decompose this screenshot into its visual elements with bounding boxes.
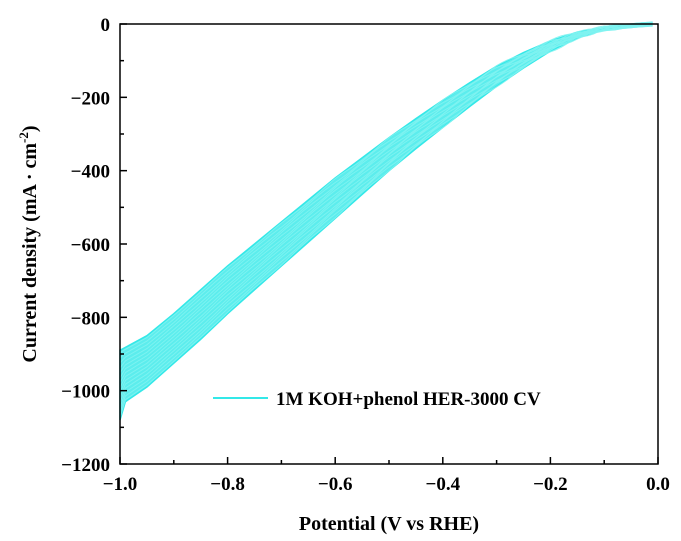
cv-cycle-line [119,22,653,403]
legend: 1M KOH+phenol HER-3000 CV [213,389,541,410]
y-tick-label: −800 [71,308,110,329]
y-axis-title-superscript: -2 [16,132,31,143]
y-axis-title: Current density (mA · cm-2) [16,125,41,362]
plot-area [119,21,653,421]
y-tick-label: −400 [71,162,110,183]
cv-cycle-line [119,21,653,418]
y-tick-label: −200 [71,88,110,109]
cv-cycle-line [119,24,653,354]
axis-ticks: −1.0 −0.8 −0.6 −0.4 −0.2 0.0 0 −200 −400 −600 −800… [61,15,670,495]
x-tick-label: −0.6 [318,474,353,495]
cv-band [119,23,653,421]
y-tick-label: −1200 [61,455,110,476]
legend-label: 1M KOH+phenol HER-3000 CV [276,389,541,410]
y-tick-label: −600 [71,235,110,256]
x-tick-label: −1.0 [103,474,138,495]
x-tick-label: 0.0 [646,474,670,495]
x-tick-label: −0.4 [426,474,461,495]
x-tick-label: −0.2 [533,474,568,495]
cv-cycle-line [119,21,653,413]
cv-cycle-line [119,23,653,388]
cv-cycle-line [119,23,653,373]
y-axis-title-close: ) [19,125,41,132]
cv-cycle-line [119,24,653,408]
y-tick-label: 0 [101,15,111,36]
y-tick-label: −1000 [61,382,110,403]
cv-cycle-line [119,23,653,369]
x-axis-title: Potential (V vs RHE) [299,513,479,535]
x-tick-label: −0.8 [210,474,245,495]
cv-cycle-line [119,21,653,398]
cv-cycle-line [119,22,653,383]
